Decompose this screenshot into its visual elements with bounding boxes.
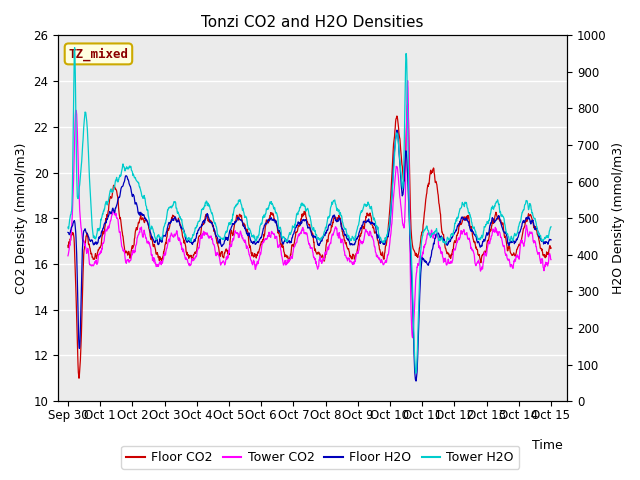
Y-axis label: CO2 Density (mmol/m3): CO2 Density (mmol/m3) xyxy=(15,143,28,294)
Title: Tonzi CO2 and H2O Densities: Tonzi CO2 and H2O Densities xyxy=(202,15,424,30)
Text: TZ_mixed: TZ_mixed xyxy=(68,47,129,60)
Y-axis label: H2O Density (mmol/m3): H2O Density (mmol/m3) xyxy=(612,142,625,294)
Legend: Floor CO2, Tower CO2, Floor H2O, Tower H2O: Floor CO2, Tower CO2, Floor H2O, Tower H… xyxy=(121,446,519,469)
Text: Time: Time xyxy=(532,439,563,452)
